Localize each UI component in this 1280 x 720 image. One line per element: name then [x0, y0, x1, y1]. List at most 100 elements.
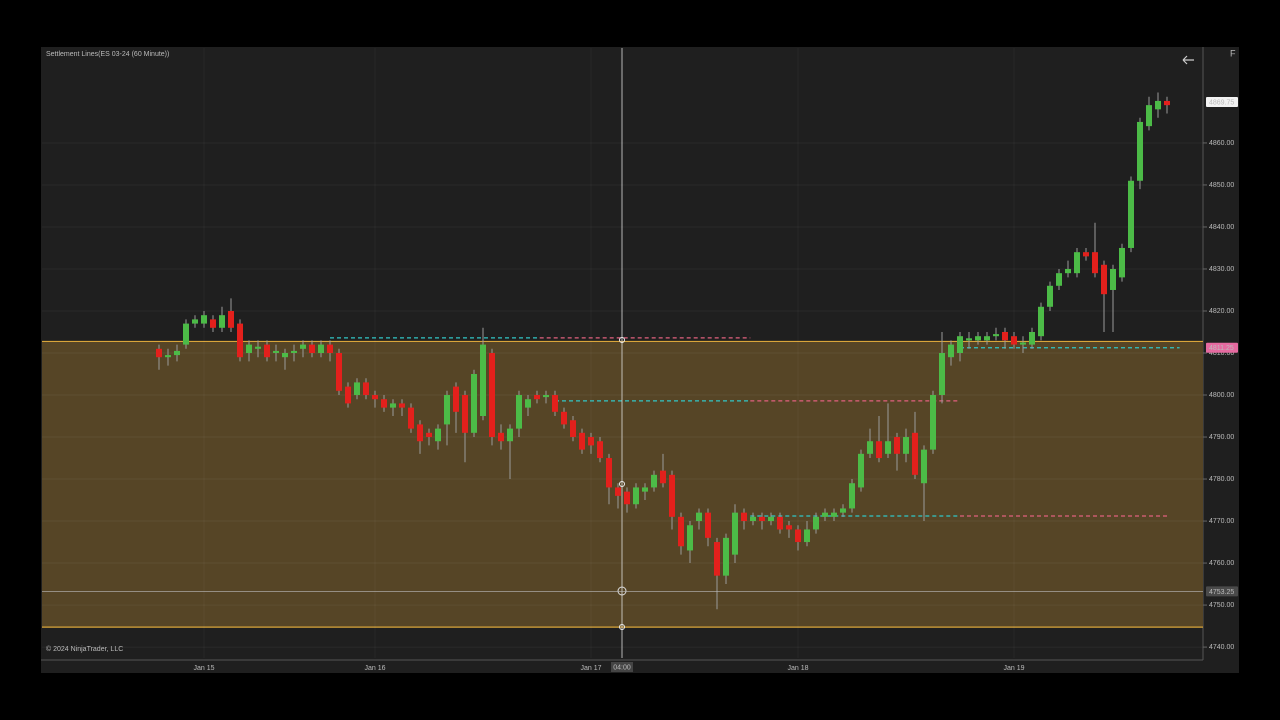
candle-body [1011, 336, 1017, 345]
candle-body [444, 395, 450, 425]
y-tick-label: 4850.00 [1209, 182, 1234, 189]
crosshair: 04:00 [611, 48, 633, 672]
y-tick-label: 4820.00 [1209, 308, 1234, 315]
candle-body [399, 403, 405, 408]
candle-body [975, 336, 981, 341]
candle-body [669, 474, 675, 517]
candle-body [363, 382, 369, 396]
candle-body [633, 487, 639, 505]
candle-body [750, 516, 756, 522]
candle-body [354, 382, 360, 396]
candle-body [777, 516, 783, 530]
y-tick-label: 4760.00 [1209, 560, 1234, 567]
candle-body [660, 470, 666, 484]
y-tick-label: 4810.00 [1209, 350, 1234, 357]
candle-body [579, 432, 585, 450]
candle-body [1083, 252, 1089, 257]
candle-body [390, 403, 396, 408]
candle-body [1038, 306, 1044, 337]
price-marker-label: 4811.25 [1209, 345, 1234, 352]
candle-body [732, 512, 738, 555]
candle-body [921, 449, 927, 484]
candle-body [939, 353, 945, 396]
candle-body [804, 529, 810, 543]
candle-body [831, 512, 837, 517]
candle-body [1056, 273, 1062, 286]
candle-body [1074, 252, 1080, 274]
candle-body [714, 542, 720, 576]
candle-body [255, 346, 261, 349]
candle-body [408, 407, 414, 429]
anchor [619, 481, 625, 487]
candle-body [1146, 105, 1152, 127]
candle-body [1110, 268, 1116, 290]
candle-body [993, 334, 999, 337]
candle-body [417, 424, 423, 442]
candle-body [318, 344, 324, 353]
candle-body [570, 420, 576, 438]
price-marker-label: 4869.75 [1209, 99, 1234, 106]
candle-body [210, 319, 216, 328]
candle-body [1155, 100, 1161, 110]
y-tick-label: 4790.00 [1209, 434, 1234, 441]
candle-body [786, 525, 792, 530]
candle-body [1020, 342, 1026, 345]
candle-body [507, 428, 513, 442]
y-tick-label: 4750.00 [1209, 602, 1234, 609]
back-arrow-icon[interactable] [1182, 55, 1194, 65]
candle-body [228, 310, 234, 328]
candle-body [957, 336, 963, 353]
x-tick-label: Jan 15 [193, 665, 214, 672]
candle-body [336, 353, 342, 391]
candle-body [813, 516, 819, 530]
candle-body [282, 353, 288, 358]
candle-body [651, 474, 657, 488]
candle-body [327, 344, 333, 353]
candle-body [426, 432, 432, 438]
candle-body [1164, 100, 1170, 106]
x-tick-label: Jan 17 [580, 665, 601, 672]
copyright: © 2024 NinjaTrader, LLC [46, 645, 123, 653]
candle-body [606, 458, 612, 488]
x-tick-label: Jan 19 [1003, 665, 1024, 672]
y-tick-label: 4840.00 [1209, 224, 1234, 231]
x-tick-label: Jan 18 [787, 665, 808, 672]
candle-body [480, 344, 486, 417]
candle-body [876, 441, 882, 459]
crosshair-label: 04:00 [613, 664, 631, 671]
y-tick-label: 4800.00 [1209, 392, 1234, 399]
candle-body [300, 344, 306, 349]
y-tick-label: 4860.00 [1209, 140, 1234, 147]
candle-body [822, 512, 828, 517]
zone [42, 341, 1203, 628]
anchor [619, 624, 625, 630]
y-tick-label: 4740.00 [1209, 644, 1234, 651]
candle-body [588, 437, 594, 446]
candle-body [1002, 331, 1008, 341]
candle-body [768, 516, 774, 522]
y-tick-label: 4830.00 [1209, 266, 1234, 273]
candle-body [237, 323, 243, 358]
candle-body [678, 516, 684, 547]
candle-body [525, 399, 531, 408]
candle-body [156, 348, 162, 358]
candle-body [219, 315, 225, 328]
x-tick-label: Jan 16 [364, 665, 385, 672]
candle-body [759, 516, 765, 522]
candle-body [192, 319, 198, 324]
candle-body [903, 437, 909, 454]
candle-body [561, 411, 567, 425]
candle-body [453, 386, 459, 412]
candle-body [1092, 252, 1098, 274]
candle-body [885, 441, 891, 454]
candle-body [930, 395, 936, 450]
candle-body [471, 374, 477, 433]
cursor [617, 586, 627, 596]
candle-body [165, 355, 171, 358]
candle-body [867, 441, 873, 454]
price-marker-box [1206, 96, 1238, 107]
candle-body [840, 508, 846, 513]
candle-body [696, 512, 702, 522]
y-tick-label: 4770.00 [1209, 518, 1234, 525]
